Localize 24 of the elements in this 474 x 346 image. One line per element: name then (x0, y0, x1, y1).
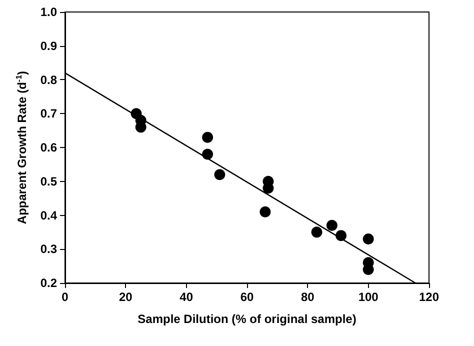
y-tick-label: 0.5 (40, 174, 58, 188)
x-tick-label: 120 (418, 290, 440, 304)
point (214, 169, 226, 180)
y-tick-label: 0.8 (40, 72, 58, 87)
x-axis-title: Sample Dilution (% of original sample) (138, 312, 356, 326)
point (202, 132, 214, 143)
x-tick-label: 80 (300, 290, 315, 304)
y-axis-title: Apparent Growth Rate (d-1) (14, 70, 29, 224)
x-tick-label: 20 (118, 290, 133, 304)
y-tick-label: 0.7 (40, 106, 58, 121)
point (260, 206, 271, 218)
y-tick-label: 0.6 (40, 140, 58, 154)
y-tick-label: 0.3 (40, 242, 58, 256)
x-tick-label: 60 (240, 290, 254, 304)
y-tick-label: 0.4 (40, 208, 58, 222)
point (326, 220, 338, 231)
y-tick-label: 0.9 (40, 38, 58, 53)
point (311, 226, 322, 238)
x-tick-label: 40 (180, 290, 194, 304)
y-tick-label: 1.0 (40, 5, 58, 19)
y-tick-label: 0.2 (40, 276, 58, 290)
x-tick-label: 100 (358, 290, 379, 304)
x-tick-label: 0 (62, 290, 69, 304)
point (362, 233, 374, 244)
